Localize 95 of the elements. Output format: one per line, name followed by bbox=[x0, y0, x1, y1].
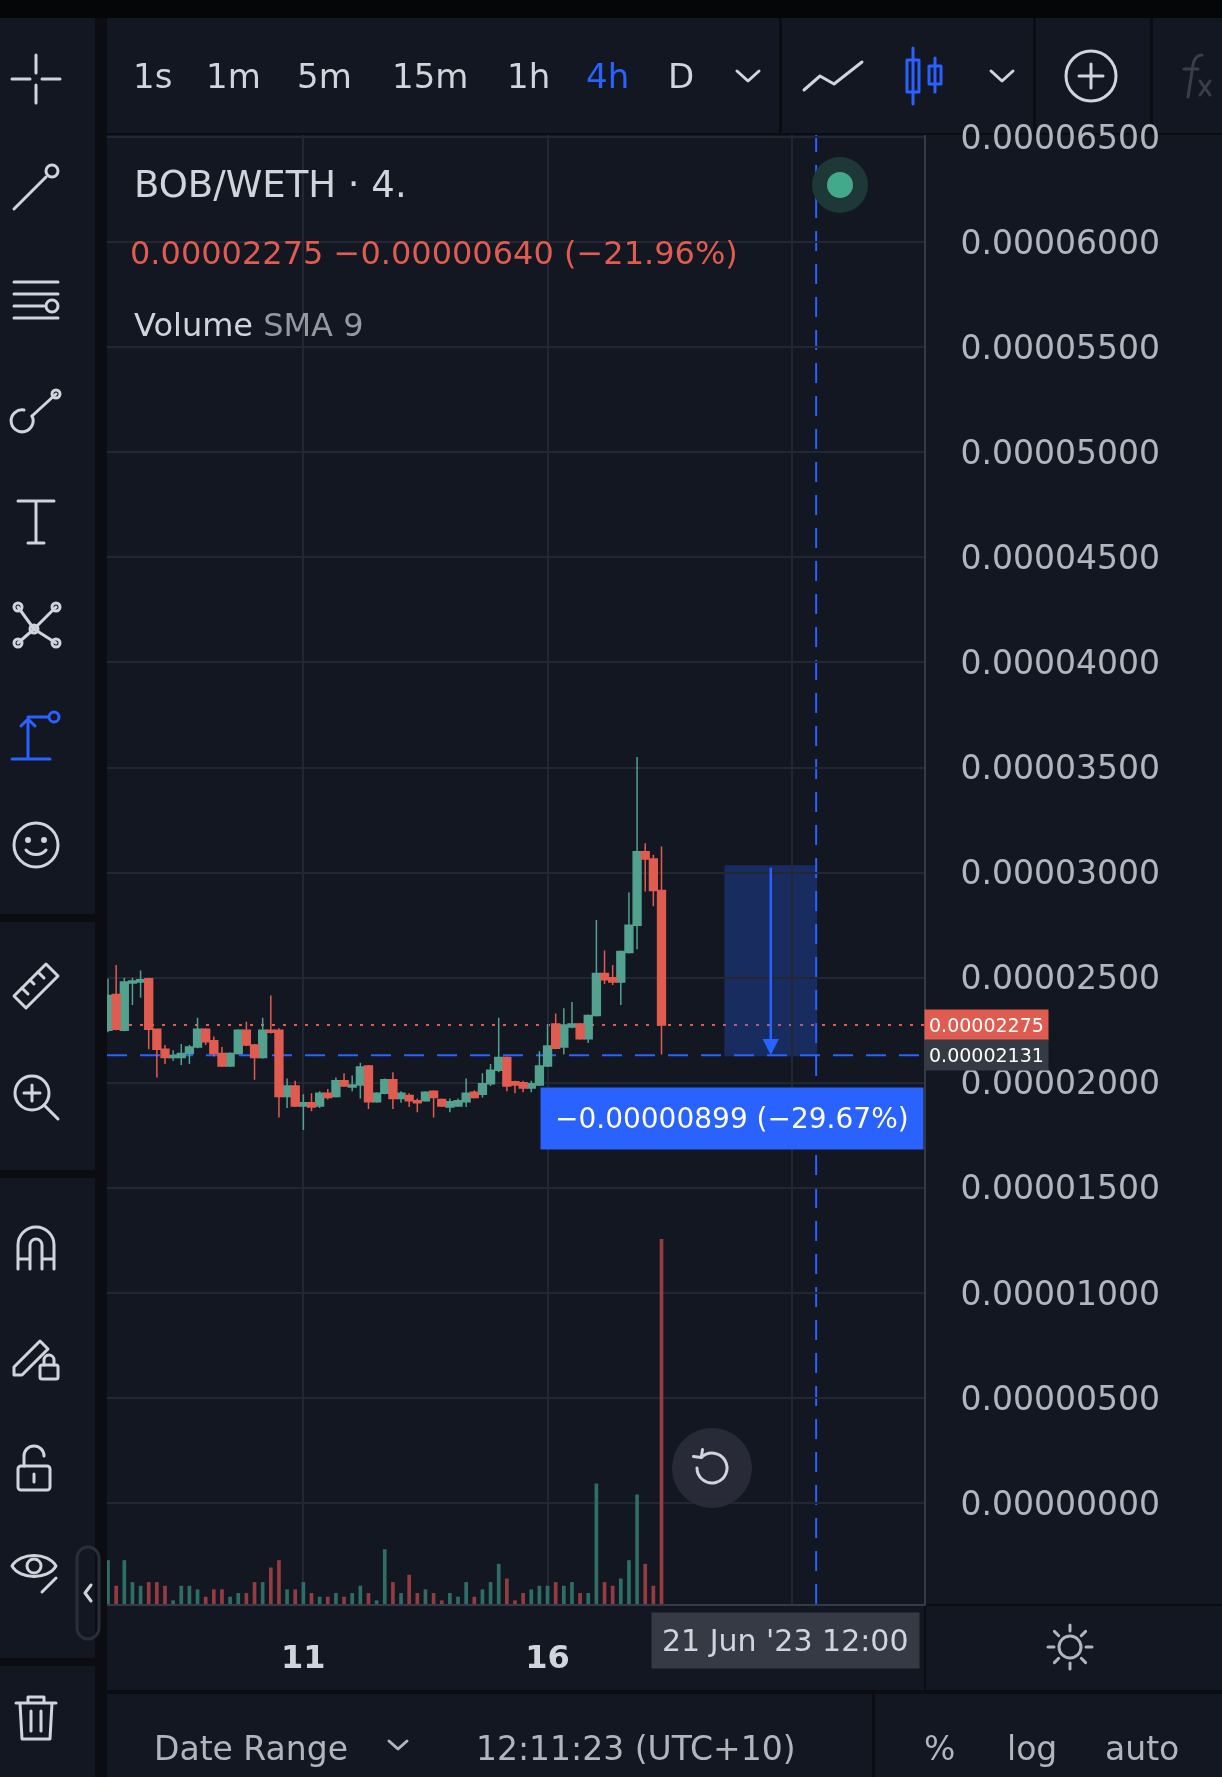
bar bbox=[203, 1596, 208, 1604]
text: log bbox=[1007, 1729, 1058, 1769]
y-tick-label: 0.00000000 bbox=[960, 1483, 1161, 1523]
bar bbox=[618, 1578, 623, 1604]
text: 5m bbox=[297, 55, 352, 97]
y-tick-label: 0.00003500 bbox=[960, 748, 1161, 788]
bar bbox=[521, 1593, 525, 1604]
bar bbox=[407, 1574, 412, 1604]
bar bbox=[570, 1582, 574, 1604]
text: BOB/WETH · 4. bbox=[134, 162, 407, 208]
text: % bbox=[924, 1729, 956, 1769]
band-label: −0.00000899 (−29.67%) bbox=[555, 1102, 909, 1135]
y-tick-label: 0.00005500 bbox=[960, 327, 1161, 367]
candlestick bbox=[111, 964, 121, 1032]
x-tick-label: 11 bbox=[281, 1638, 326, 1677]
bar bbox=[456, 1596, 460, 1604]
candlestick bbox=[290, 1079, 300, 1108]
y-tick-label: 0.00004500 bbox=[960, 537, 1161, 577]
chart-subtitle: SMA 9 bbox=[262, 305, 364, 344]
bar bbox=[179, 1585, 184, 1604]
bar bbox=[342, 1596, 346, 1604]
ref-line-label: 0.00002275 bbox=[929, 1014, 1044, 1036]
candlestick bbox=[323, 1088, 333, 1101]
bar bbox=[122, 1560, 127, 1604]
ref-line-label: 0.00002131 bbox=[929, 1044, 1044, 1066]
candlestick bbox=[339, 1072, 349, 1088]
candlestick bbox=[331, 1076, 341, 1099]
text: 15m bbox=[392, 55, 469, 97]
y-tick-label: 0.00002500 bbox=[960, 958, 1161, 998]
bar bbox=[464, 1582, 468, 1604]
bar bbox=[220, 1589, 224, 1604]
text: 0.00002275 −0.00000640 (−21.96%) bbox=[130, 233, 738, 273]
bar bbox=[293, 1589, 298, 1604]
bar bbox=[268, 1567, 273, 1604]
y-tick-label: 0.00003000 bbox=[960, 853, 1161, 893]
bar bbox=[643, 1563, 648, 1604]
bar bbox=[155, 1582, 159, 1604]
text: Date Range bbox=[154, 1729, 348, 1769]
y-tick-label: 0.00001000 bbox=[960, 1273, 1161, 1313]
candlestick bbox=[282, 1077, 292, 1109]
bar bbox=[513, 1600, 517, 1604]
bar bbox=[350, 1593, 355, 1604]
bar bbox=[415, 1593, 420, 1604]
candlestick bbox=[388, 1071, 398, 1110]
text: 1h bbox=[507, 55, 551, 97]
x-tick-label: 16 bbox=[525, 1638, 570, 1677]
bar bbox=[171, 1600, 175, 1604]
bar bbox=[578, 1593, 582, 1604]
bar bbox=[439, 1600, 444, 1604]
bar bbox=[562, 1585, 566, 1604]
text: 1s bbox=[133, 55, 173, 97]
bar bbox=[529, 1589, 534, 1604]
bar bbox=[399, 1593, 403, 1604]
bar bbox=[496, 1563, 501, 1604]
y-tick-label: 0.00006500 bbox=[960, 117, 1161, 157]
candlestick bbox=[306, 1092, 317, 1112]
bar bbox=[505, 1578, 509, 1604]
bar bbox=[391, 1582, 395, 1604]
bar bbox=[236, 1593, 241, 1604]
bar bbox=[325, 1596, 330, 1604]
bar bbox=[163, 1585, 167, 1604]
chart-title: Volume bbox=[134, 305, 254, 344]
y-tick-label: 0.00002000 bbox=[960, 1063, 1161, 1103]
bar bbox=[374, 1600, 379, 1604]
text: 12:11:23 (UTC+10) bbox=[476, 1729, 796, 1769]
bar bbox=[285, 1589, 289, 1604]
bar bbox=[472, 1596, 477, 1604]
text: D bbox=[668, 55, 695, 97]
bar bbox=[228, 1596, 232, 1604]
candlestick bbox=[298, 1093, 309, 1131]
bar bbox=[277, 1560, 281, 1604]
bar bbox=[334, 1593, 338, 1604]
y-tick-label: 0.00006000 bbox=[960, 222, 1161, 262]
bar bbox=[260, 1582, 265, 1604]
ref-line-label: 21 Jun '23 12:00 bbox=[662, 1623, 909, 1658]
bar bbox=[114, 1585, 118, 1604]
bar bbox=[146, 1582, 151, 1604]
y-tick-label: 0.00001500 bbox=[960, 1168, 1161, 1208]
bar bbox=[627, 1560, 631, 1604]
bar bbox=[635, 1494, 639, 1604]
bar bbox=[382, 1549, 387, 1604]
text: 4h bbox=[586, 55, 630, 97]
bar bbox=[586, 1593, 591, 1604]
y-tick-label: 0.00004000 bbox=[960, 643, 1161, 683]
candlestick bbox=[363, 1064, 374, 1110]
bar bbox=[610, 1585, 615, 1604]
candlestick bbox=[575, 1022, 585, 1041]
bar bbox=[107, 1560, 110, 1604]
y-tick-label: 0.00000500 bbox=[960, 1378, 1161, 1418]
bar bbox=[448, 1593, 452, 1604]
y-tick-label: 0.00005000 bbox=[960, 432, 1161, 472]
text: 1m bbox=[206, 55, 261, 97]
bar bbox=[553, 1582, 558, 1604]
text: auto bbox=[1105, 1729, 1180, 1769]
bar bbox=[212, 1589, 216, 1604]
